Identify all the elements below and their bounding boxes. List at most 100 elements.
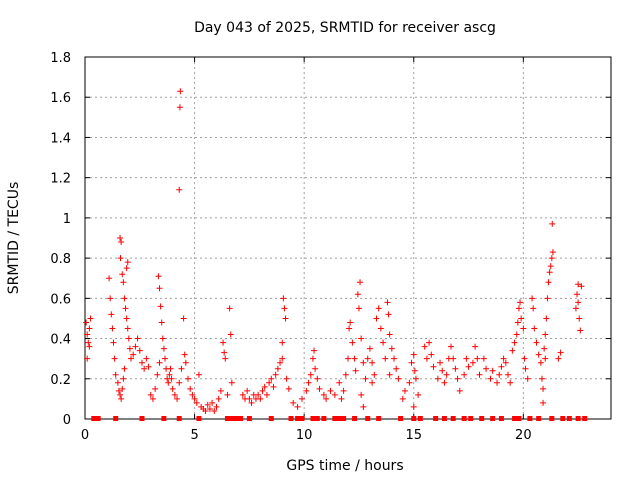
data-point [215, 395, 222, 402]
data-point [480, 355, 487, 362]
data-point [456, 387, 463, 394]
data-point [86, 325, 93, 332]
data-point [507, 379, 514, 386]
data-point [132, 343, 139, 350]
data-point [191, 395, 198, 402]
data-point [522, 365, 529, 372]
data-point [380, 339, 387, 346]
data-point [154, 371, 161, 378]
data-point [369, 379, 376, 386]
data-point [244, 387, 251, 394]
data-point [138, 359, 145, 366]
data-point [377, 325, 384, 332]
data-point [124, 325, 131, 332]
data-point [386, 371, 393, 378]
zero-value-marker [299, 416, 305, 421]
data-point [426, 339, 433, 346]
y-tick-label: 1.2 [50, 172, 71, 187]
zero-value-marker [229, 416, 235, 421]
data-point [282, 315, 289, 322]
data-point [125, 335, 132, 342]
data-point [575, 299, 582, 306]
zero-value-marker [433, 416, 439, 421]
data-point [331, 391, 338, 398]
data-point [120, 279, 127, 286]
data-point [441, 379, 448, 386]
data-point [411, 367, 418, 374]
data-point [117, 391, 124, 398]
data-point [483, 365, 490, 372]
data-point [496, 371, 503, 378]
data-point [123, 315, 130, 322]
data-point [437, 359, 444, 366]
data-point [134, 335, 141, 342]
data-point [149, 395, 156, 402]
data-point [529, 295, 536, 302]
data-point [423, 355, 430, 362]
data-point [366, 345, 373, 352]
data-point [352, 367, 359, 374]
zero-value-marker [224, 416, 230, 421]
data-point [195, 371, 202, 378]
data-point [415, 391, 422, 398]
data-point [557, 349, 564, 356]
data-point [439, 367, 446, 374]
data-point [548, 255, 555, 262]
data-point [520, 325, 527, 332]
data-point [257, 395, 264, 402]
data-point [121, 365, 128, 372]
data-point [86, 343, 93, 350]
y-axis-label: SRMTID / TECUs [6, 182, 22, 295]
data-point [312, 365, 319, 372]
data-point [263, 391, 270, 398]
zero-value-marker [512, 416, 518, 421]
data-point [108, 311, 115, 318]
zero-value-marker [295, 416, 301, 421]
data-point [549, 220, 556, 227]
data-point [489, 367, 496, 374]
data-point [428, 351, 435, 358]
data-point [279, 339, 286, 346]
data-point [187, 385, 194, 392]
zero-value-marker [516, 416, 522, 421]
data-point [83, 319, 90, 326]
data-point [354, 291, 361, 298]
y-tick-label: 0 [63, 413, 71, 428]
data-point [115, 387, 122, 394]
data-point [530, 305, 537, 312]
data-point [111, 355, 118, 362]
zero-value-marker [490, 416, 496, 421]
zero-value-marker [233, 416, 239, 421]
data-point [542, 355, 549, 362]
data-point [84, 331, 91, 338]
data-point [171, 391, 178, 398]
data-point [261, 383, 268, 390]
data-point [206, 405, 213, 412]
data-point [178, 365, 185, 372]
data-point [327, 387, 334, 394]
data-point [452, 365, 459, 372]
data-point [412, 375, 419, 382]
zero-value-marker [332, 416, 338, 421]
data-point [541, 345, 548, 352]
data-point [290, 399, 297, 406]
data-point [346, 325, 353, 332]
data-point [395, 375, 402, 382]
data-point [259, 387, 266, 394]
data-point [316, 385, 323, 392]
zero-value-marker [288, 416, 294, 421]
data-point [448, 343, 455, 350]
data-point [375, 305, 382, 312]
data-point [130, 351, 137, 358]
data-point [155, 273, 162, 280]
zero-value-marker [527, 416, 533, 421]
data-point [217, 387, 224, 394]
data-point [364, 355, 371, 362]
data-point [279, 355, 286, 362]
zero-value-marker [549, 416, 555, 421]
grid-layer [85, 57, 611, 419]
tick-layer: 0 5 10 15 20 0 0.2 0.4 0.6 0.8 1 1.2 1.4 1.6 1.8 [50, 51, 611, 443]
data-point [430, 363, 437, 370]
data-point [465, 363, 472, 370]
x-axis-label: GPS time / hours [286, 458, 403, 474]
